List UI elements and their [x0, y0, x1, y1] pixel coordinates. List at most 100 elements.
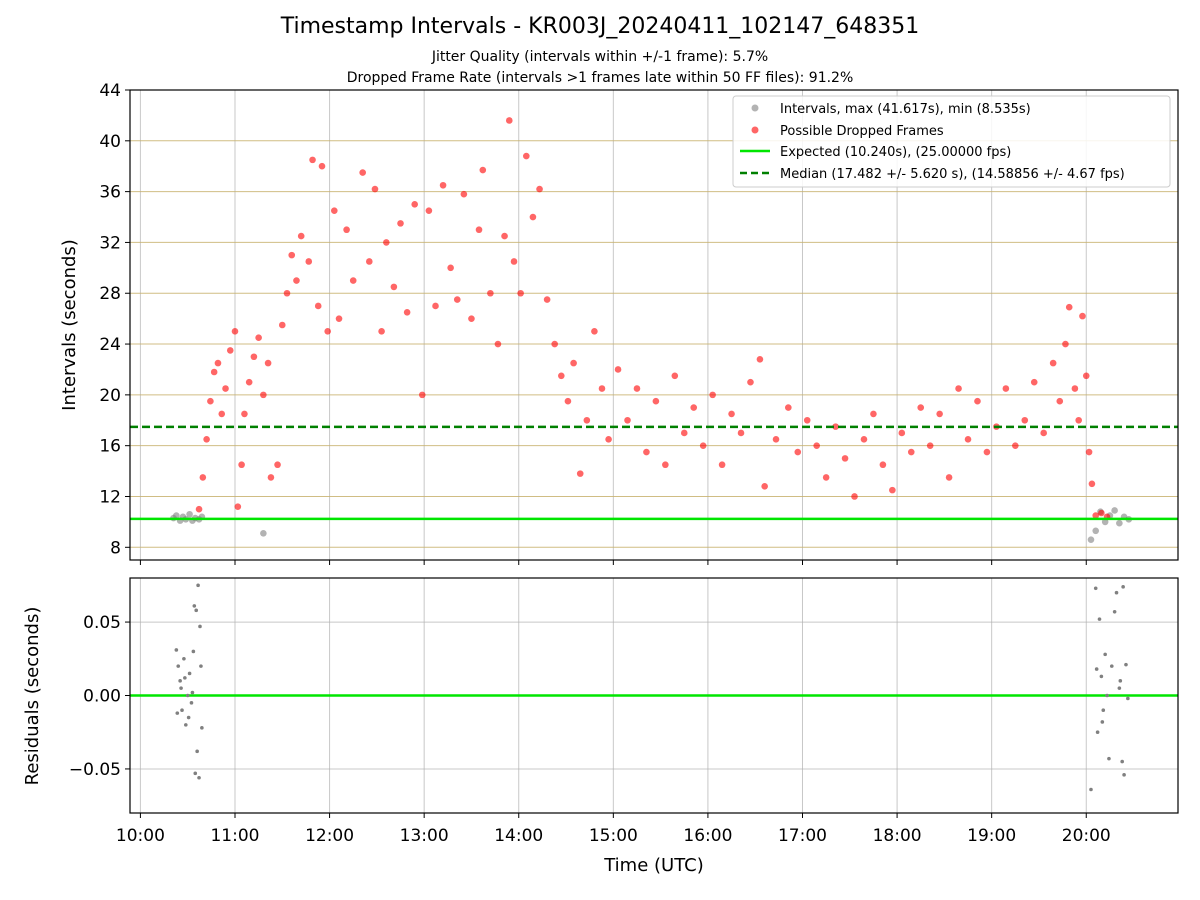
dropped-frame-point	[283, 289, 291, 297]
dropped-frame-point	[889, 486, 896, 494]
residual-point	[1122, 773, 1126, 777]
dropped-frame-point	[543, 296, 551, 303]
dropped-frame-point	[314, 302, 322, 310]
dropped-frame-point	[260, 391, 267, 399]
dropped-frame-point	[238, 461, 245, 469]
x-tick-label: 19:00	[967, 826, 1016, 846]
residual-point	[1094, 667, 1099, 671]
dropped-frame-point	[523, 152, 530, 160]
x-tick-label: 14:00	[494, 826, 543, 846]
dropped-frame-point	[475, 226, 483, 234]
residual-point	[1099, 674, 1104, 679]
dropped-frame-point	[1062, 340, 1069, 348]
legend-label-intervals: Intervals, max (41.617s), min (8.535s)	[780, 102, 1031, 117]
x-tick-label: 13:00	[400, 826, 449, 846]
dropped-frame-point	[199, 474, 207, 481]
dropped-frame-point	[203, 436, 210, 443]
x-tick-label: 20:00	[1062, 826, 1111, 846]
dropped-frame-point	[418, 391, 426, 399]
dropped-frame-point	[536, 185, 543, 193]
residual-point	[1097, 617, 1102, 621]
dropped-frame-point	[318, 162, 326, 170]
dropped-frame-point	[1085, 448, 1093, 456]
residual-point	[1100, 720, 1105, 724]
top-panel-y-axis: 8 12 16 20 24 28 32 36 40 44	[99, 81, 1087, 565]
legend-marker-intervals	[751, 104, 759, 112]
residual-point	[1120, 759, 1124, 764]
dropped-frame-point	[803, 416, 811, 424]
dropped-frame-point	[241, 410, 248, 418]
dropped-frame-point	[250, 353, 258, 361]
dropped-frame-point	[305, 258, 313, 265]
x-tick-label: 17:00	[778, 826, 827, 846]
top-y-tick-label: 28	[99, 284, 121, 304]
residual-point	[1101, 708, 1106, 712]
residual-point	[1124, 662, 1128, 667]
dropped-frame-point	[1021, 416, 1029, 424]
dropped-frame-point	[1079, 312, 1086, 320]
residual-point	[1109, 664, 1114, 668]
dropped-frame-point	[505, 117, 513, 124]
dropped-frame-point	[718, 461, 726, 469]
dropped-frame-point	[551, 340, 558, 348]
top-panel-ylabel: Intervals (seconds)	[59, 239, 80, 411]
residual-point	[198, 624, 202, 629]
dropped-frame-point	[1056, 397, 1064, 405]
dropped-frame-point	[331, 207, 338, 214]
dropped-frame-point	[728, 410, 735, 418]
residual-point	[174, 648, 179, 652]
bottom-panel-axes: 10:00 11:00 12:00 13:00 14:00 15:00 16:00 17:00…	[69, 613, 1111, 846]
residual-point	[196, 583, 200, 588]
top-panel-scatter	[170, 117, 1133, 543]
dropped-frame-point	[813, 442, 820, 449]
dropped-frame-point	[926, 442, 934, 449]
dropped-frame-point	[264, 359, 272, 367]
dropped-frame-point	[222, 385, 229, 392]
dropped-frame-point	[510, 258, 518, 265]
top-y-tick-label: 32	[99, 233, 121, 253]
residual-point	[1103, 652, 1107, 657]
dropped-frame-point	[974, 397, 981, 405]
interval-point	[1087, 536, 1095, 543]
top-panel-frame	[129, 89, 1179, 561]
dropped-frame-point	[794, 448, 802, 456]
dropped-frame-point	[1030, 378, 1038, 386]
dropped-frame-point	[432, 302, 439, 310]
dropped-frame-point	[671, 372, 679, 380]
residual-point	[1105, 693, 1109, 698]
dropped-frame-point	[234, 503, 242, 510]
dropped-frame-point	[558, 372, 565, 380]
dropped-frame-point	[288, 251, 296, 259]
dropped-frame-point	[425, 207, 433, 214]
residual-point	[1093, 586, 1098, 591]
residual-point	[175, 711, 180, 715]
dropped-frame-point	[785, 404, 792, 411]
dropped-frame-point	[747, 378, 754, 386]
legend-marker-dropped	[751, 126, 759, 134]
dropped-frame-point	[383, 239, 390, 246]
dropped-frame-point	[772, 436, 780, 443]
top-panel-legend: Intervals, max (41.617s), min (8.535s) P…	[732, 95, 1171, 188]
interval-point	[186, 510, 193, 518]
dropped-frame-point	[245, 378, 253, 386]
top-y-tick-label: 8	[110, 538, 121, 558]
dropped-frame-point	[349, 277, 357, 284]
residual-point	[195, 749, 199, 754]
residual-point	[180, 708, 184, 712]
dropped-frame-point	[583, 416, 591, 424]
dropped-frame-point	[359, 169, 366, 176]
top-y-tick-label: 40	[99, 132, 121, 152]
dropped-frame-point	[614, 366, 622, 373]
dropped-frame-point	[293, 277, 300, 284]
dropped-frame-point	[841, 455, 849, 462]
dropped-frame-point	[570, 359, 577, 367]
top-panel-reference-lines	[130, 425, 1178, 521]
residual-point	[194, 608, 199, 613]
dropped-frame-point	[898, 429, 906, 437]
x-tick-label: 12:00	[305, 826, 354, 846]
dropped-frame-point	[529, 213, 537, 221]
dropped-frame-point	[479, 166, 487, 174]
dropped-frame-point	[680, 429, 688, 437]
residual-point	[199, 664, 203, 668]
dropped-frame-point	[378, 328, 385, 335]
